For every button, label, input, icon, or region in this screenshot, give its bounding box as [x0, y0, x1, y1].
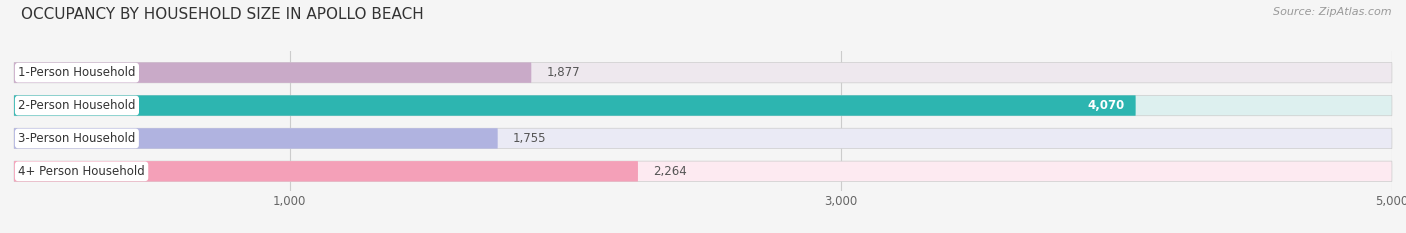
- FancyBboxPatch shape: [14, 62, 1392, 83]
- FancyBboxPatch shape: [14, 161, 1392, 182]
- FancyBboxPatch shape: [14, 62, 531, 83]
- Text: 2-Person Household: 2-Person Household: [18, 99, 136, 112]
- Text: 2,264: 2,264: [654, 165, 688, 178]
- Text: 1,877: 1,877: [547, 66, 581, 79]
- FancyBboxPatch shape: [14, 161, 638, 182]
- FancyBboxPatch shape: [14, 128, 1392, 149]
- Text: OCCUPANCY BY HOUSEHOLD SIZE IN APOLLO BEACH: OCCUPANCY BY HOUSEHOLD SIZE IN APOLLO BE…: [21, 7, 423, 22]
- FancyBboxPatch shape: [14, 95, 1392, 116]
- Text: 4,070: 4,070: [1087, 99, 1125, 112]
- FancyBboxPatch shape: [14, 95, 1136, 116]
- FancyBboxPatch shape: [14, 128, 498, 149]
- Text: 3-Person Household: 3-Person Household: [18, 132, 135, 145]
- Text: 1-Person Household: 1-Person Household: [18, 66, 136, 79]
- Text: 1,755: 1,755: [513, 132, 547, 145]
- Text: 4+ Person Household: 4+ Person Household: [18, 165, 145, 178]
- Text: Source: ZipAtlas.com: Source: ZipAtlas.com: [1274, 7, 1392, 17]
